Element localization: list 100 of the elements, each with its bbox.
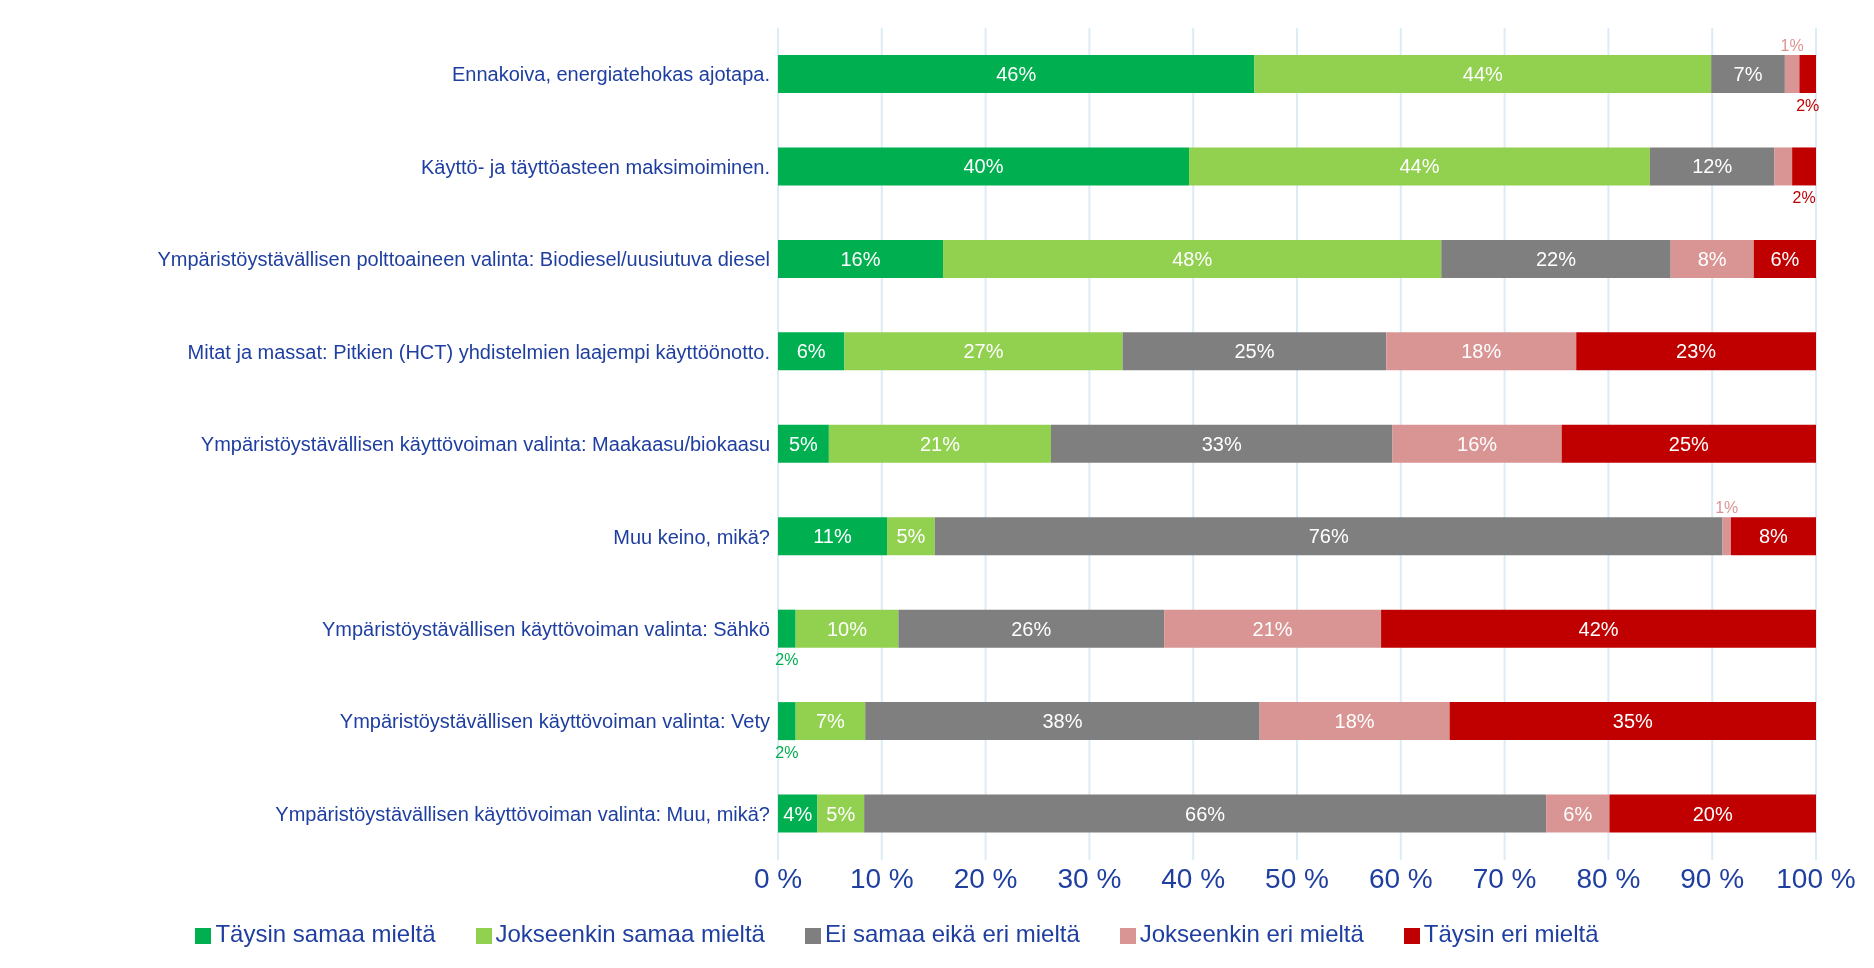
- data-label: 27%: [963, 340, 1004, 363]
- data-label: 12%: [1692, 155, 1733, 178]
- x-tick-label: 60 %: [1368, 862, 1433, 894]
- data-label: 21%: [1252, 617, 1293, 640]
- legend-label: Jokseenkin eri mieltä: [1139, 920, 1364, 947]
- bar: [864, 794, 1547, 833]
- data-label: 44%: [1399, 155, 1440, 178]
- data-label: 18%: [1334, 710, 1375, 733]
- bar: [795, 609, 899, 648]
- bar: [1189, 147, 1650, 186]
- bar: [865, 702, 1260, 741]
- bar: [1381, 609, 1816, 648]
- bar: [1784, 55, 1800, 93]
- x-tick-label: 30 %: [1057, 862, 1122, 894]
- data-label: 20%: [1692, 802, 1733, 825]
- data-label: 11%: [813, 525, 852, 548]
- data-label: 2%: [775, 743, 799, 761]
- bar: [1792, 147, 1816, 186]
- y-tick-label: Käyttö- ja täyttöasteen maksimoiminen.: [420, 155, 770, 178]
- x-tick-label: 80 %: [1576, 862, 1641, 894]
- data-label: 10%: [827, 617, 868, 640]
- data-label: 25%: [1668, 432, 1710, 455]
- x-tick-label: 20 %: [953, 862, 1018, 894]
- data-label: 42%: [1578, 617, 1619, 640]
- bar: [778, 332, 845, 371]
- data-label: 22%: [1535, 247, 1577, 270]
- data-label: 48%: [1172, 247, 1213, 270]
- legend-label: Täysin eri mieltä: [1423, 920, 1599, 947]
- data-label: 38%: [1042, 710, 1083, 733]
- bar: [943, 239, 1442, 278]
- bar: [1546, 794, 1610, 833]
- data-label: 7%: [815, 710, 846, 733]
- bar: [1799, 55, 1816, 93]
- x-tick-label: 90 %: [1680, 862, 1745, 894]
- data-label: 8%: [1758, 525, 1789, 548]
- bar: [778, 55, 1255, 93]
- data-label: 8%: [1697, 247, 1727, 270]
- data-label: 1%: [1715, 498, 1739, 516]
- bar: [1122, 332, 1387, 371]
- bar: [1722, 517, 1731, 556]
- data-label: 5%: [896, 525, 926, 548]
- bar: [1670, 239, 1754, 278]
- data-label: 6%: [1563, 802, 1593, 825]
- data-label: 35%: [1612, 710, 1654, 733]
- bar: [1561, 424, 1816, 463]
- bar: [778, 702, 796, 741]
- bar: [1386, 332, 1577, 371]
- y-tick-label: Muu keino, mikä?: [613, 525, 770, 548]
- y-tick-label: Ympäristöystävällisen käyttövoiman valinta: Vety: [339, 710, 770, 733]
- y-tick-label: Mitat ja massat: Pitkien (HCT) yhdistelmien laajempi käyttöönotto.: [187, 340, 770, 363]
- data-label: 40%: [963, 155, 1004, 178]
- bar: [1774, 147, 1793, 186]
- data-label: 33%: [1201, 432, 1242, 455]
- bar: [898, 609, 1165, 648]
- data-label: 2%: [775, 651, 799, 669]
- data-label: 5%: [788, 432, 819, 455]
- data-label: 26%: [1011, 617, 1052, 640]
- bar: [1449, 702, 1816, 741]
- bar: [844, 332, 1123, 371]
- data-label: 1%: [1780, 36, 1804, 54]
- bar: [778, 147, 1190, 186]
- data-label: 23%: [1676, 340, 1717, 363]
- bar: [1441, 239, 1671, 278]
- y-tick-label: Ympäristöystävällisen käyttövoiman valinta: Muu, mikä?: [275, 802, 770, 825]
- y-tick-label: Ennakoiva, energiatehokas ajotapa.: [451, 63, 770, 86]
- x-tick-label: 70 %: [1472, 862, 1537, 894]
- data-label: 44%: [1462, 63, 1504, 85]
- data-label: 4%: [783, 802, 813, 825]
- bar: [778, 609, 796, 648]
- data-label: 5%: [826, 802, 856, 825]
- data-label: 16%: [840, 247, 881, 270]
- bar: [1753, 239, 1816, 278]
- bar: [1649, 147, 1775, 186]
- data-label: 18%: [1461, 340, 1502, 363]
- y-tick-label: Ympäristöystävällisen käyttövoiman valinta: Maakaasu/biokaasu: [200, 433, 770, 456]
- data-label: 2%: [1796, 96, 1820, 114]
- bar: [1392, 424, 1562, 463]
- y-tick-label: Ympäristöystävällisen käyttövoiman valinta: Sähkö: [322, 617, 770, 640]
- x-tick-label: 0 %: [753, 862, 803, 894]
- x-tick-label: 50 %: [1265, 862, 1329, 894]
- bar: [778, 239, 944, 278]
- legend-label: Ei samaa eikä eri mieltä: [824, 920, 1080, 947]
- bar: [1730, 517, 1816, 556]
- data-label: 66%: [1185, 802, 1226, 825]
- x-tick-label: 40 %: [1161, 862, 1226, 894]
- x-tick-label: 100 %: [1776, 862, 1856, 894]
- bar: [1050, 424, 1393, 463]
- x-tick-label: 10 %: [849, 862, 914, 894]
- data-label: 16%: [1457, 432, 1498, 455]
- bar: [1609, 794, 1816, 833]
- y-tick-label: Ympäristöystävällisen polttoaineen valinta: Biodiesel/uusiutuva diesel: [157, 248, 770, 271]
- data-label: 6%: [796, 340, 826, 363]
- data-label: 6%: [1770, 247, 1800, 270]
- bar: [1711, 55, 1785, 93]
- bar: [1254, 55, 1712, 93]
- data-label: 46%: [996, 63, 1037, 85]
- data-label: 2%: [1792, 188, 1816, 206]
- bar: [828, 424, 1051, 463]
- bar: [934, 517, 1723, 556]
- data-label: 21%: [919, 432, 961, 455]
